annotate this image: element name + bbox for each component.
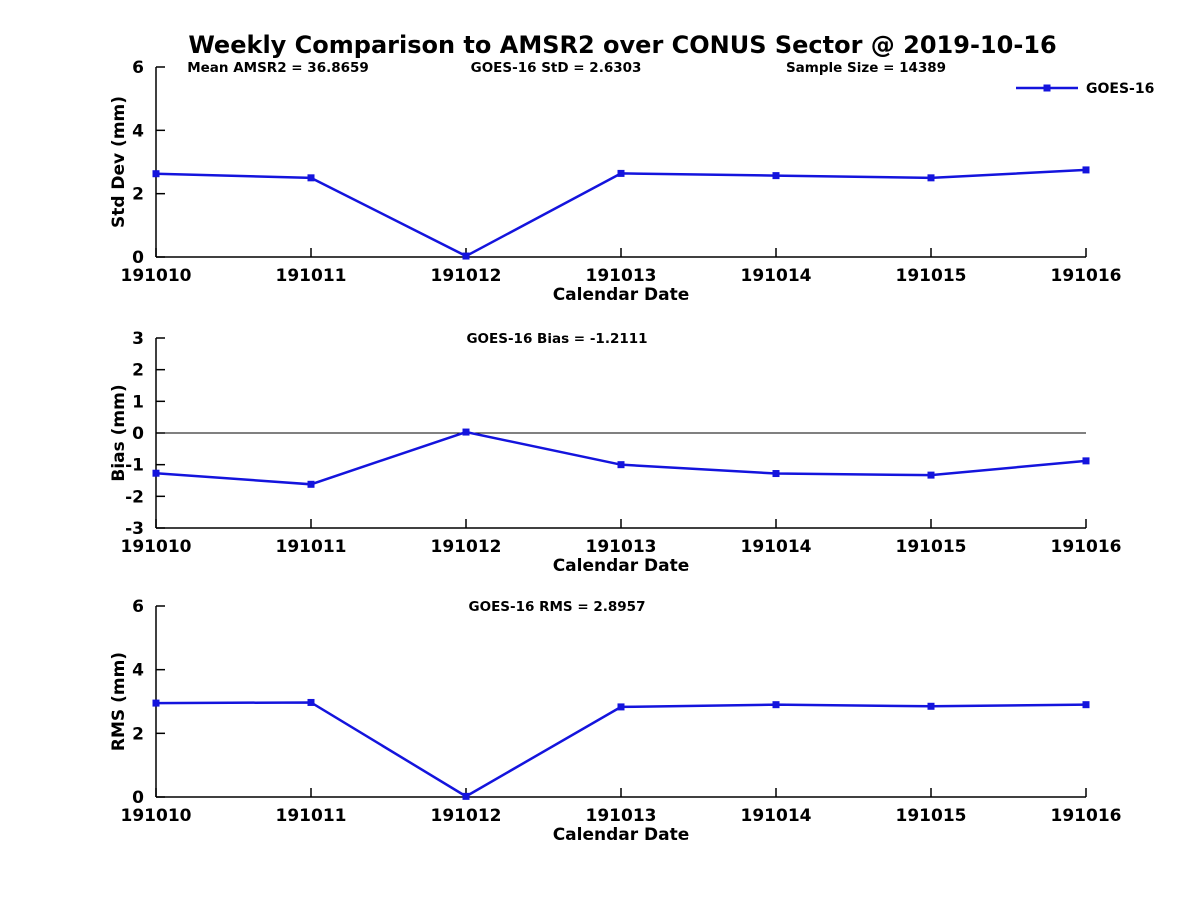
y-tick-label: 3 xyxy=(132,329,144,349)
x-tick-label: 191013 xyxy=(586,806,657,826)
data-marker xyxy=(307,698,315,706)
x-tick-label: 191016 xyxy=(1051,537,1122,557)
x-tick-label: 191012 xyxy=(431,537,502,557)
x-tick-label: 191013 xyxy=(586,537,657,557)
series-line-rms xyxy=(155,701,1087,798)
x-tick-label: 191011 xyxy=(276,266,347,286)
legend-marker xyxy=(1043,84,1051,92)
y-tick-label: -1 xyxy=(125,456,144,476)
data-marker xyxy=(152,699,160,707)
x-tick-label: 191014 xyxy=(741,266,812,286)
y-tick-label: 0 xyxy=(132,788,144,808)
x-axis-label: Calendar Date xyxy=(553,825,690,845)
y-tick-label: 0 xyxy=(132,424,144,444)
y-axis-label: RMS (mm) xyxy=(109,652,129,751)
x-tick-label: 191010 xyxy=(121,266,192,286)
series-line-bias xyxy=(155,430,1087,486)
x-tick-label: 191012 xyxy=(431,266,502,286)
x-tick-label: 191014 xyxy=(741,806,812,826)
x-axis-label: Calendar Date xyxy=(553,556,690,576)
annotation: Mean AMSR2 = 36.8659 xyxy=(187,60,369,76)
data-marker xyxy=(1082,701,1090,709)
x-tick-label: 191011 xyxy=(276,537,347,557)
y-axis-label: Std Dev (mm) xyxy=(109,96,129,228)
series-line-std-dev xyxy=(155,168,1087,258)
data-marker xyxy=(772,172,780,180)
y-tick-label: 2 xyxy=(132,185,144,205)
y-tick-label: 6 xyxy=(132,597,144,617)
x-tick-label: 191016 xyxy=(1051,266,1122,286)
annotation: GOES-16 Bias = -1.2111 xyxy=(466,331,647,347)
y-tick-label: 4 xyxy=(132,661,144,681)
data-marker xyxy=(927,702,935,710)
data-marker xyxy=(617,169,625,177)
subplot-rms: 0 2 4 6 191010 191011 191012 191013 191014 191015… xyxy=(109,597,1121,845)
data-marker xyxy=(927,174,935,182)
x-tick-label: 191015 xyxy=(896,266,967,286)
y-tick-label: 4 xyxy=(132,121,144,141)
data-marker xyxy=(1082,457,1090,465)
x-axis-label: Calendar Date xyxy=(553,285,690,305)
data-marker xyxy=(462,252,470,260)
x-tick-label: 191014 xyxy=(741,537,812,557)
y-tick-label: 2 xyxy=(132,724,144,744)
y-tick-label: 1 xyxy=(132,392,144,412)
legend: GOES-16 xyxy=(1016,81,1154,97)
annotation: Sample Size = 14389 xyxy=(786,60,946,76)
data-marker xyxy=(1082,166,1090,174)
y-axis-label: Bias (mm) xyxy=(109,384,129,481)
data-marker xyxy=(927,471,935,479)
data-marker xyxy=(772,701,780,709)
x-tick-label: 191015 xyxy=(896,537,967,557)
y-tick-label: 0 xyxy=(132,248,144,268)
x-tick-label: 191013 xyxy=(586,266,657,286)
x-tick-label: 191016 xyxy=(1051,806,1122,826)
subplot-bias: -3 -2 -1 0 1 2 3 191010 191011 191012 191013 191014… xyxy=(109,329,1121,576)
subplot-std-dev: 0 2 4 6 191010 191011 191012 191013 191014 191015… xyxy=(109,58,1154,305)
y-tick-label: -3 xyxy=(125,519,144,539)
data-marker xyxy=(617,703,625,711)
chart-title: Weekly Comparison to AMSR2 over CONUS Se… xyxy=(188,31,1057,59)
annotation: GOES-16 RMS = 2.8957 xyxy=(469,599,646,615)
legend-label: GOES-16 xyxy=(1086,81,1154,97)
y-tick-label: 6 xyxy=(132,58,144,78)
data-marker xyxy=(152,170,160,178)
data-marker xyxy=(152,469,160,477)
data-marker xyxy=(772,470,780,478)
y-tick-label: 2 xyxy=(132,361,144,381)
annotation: GOES-16 StD = 2.6303 xyxy=(471,60,642,76)
data-marker xyxy=(462,428,470,436)
data-marker xyxy=(307,480,315,488)
x-tick-label: 191012 xyxy=(431,806,502,826)
x-tick-label: 191010 xyxy=(121,806,192,826)
data-marker xyxy=(617,461,625,469)
x-tick-label: 191011 xyxy=(276,806,347,826)
data-marker xyxy=(462,792,470,800)
data-marker xyxy=(307,174,315,182)
x-tick-label: 191015 xyxy=(896,806,967,826)
x-tick-label: 191010 xyxy=(121,537,192,557)
y-tick-label: -2 xyxy=(125,487,144,507)
